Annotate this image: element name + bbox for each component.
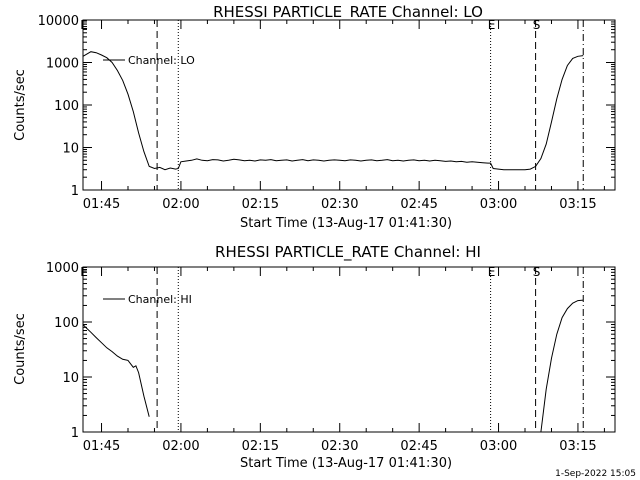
panel-lo-y-axis: 1 10 100 1000 10000	[38, 14, 615, 199]
panel-lo-legend-label: Channel: LO	[128, 54, 195, 67]
marker-label: E	[80, 18, 88, 32]
x-tick-label: 02:00	[162, 197, 199, 212]
panel-lo-series	[82, 51, 584, 171]
panel-lo-title: RHESSI PARTICLE_RATE Channel: LO	[213, 3, 483, 22]
panel-hi-ylabel: Counts/sec	[13, 313, 28, 385]
x-tick-label: 02:00	[162, 439, 199, 454]
panel-hi-y-axis: 1 10 100 1000	[46, 261, 615, 441]
x-tick-label: 02:15	[242, 439, 279, 454]
x-tick-label: 03:15	[559, 439, 596, 454]
marker-label: E	[488, 265, 496, 279]
marker-label: S	[533, 265, 541, 279]
panel-hi-legend-label: Channel: HI	[128, 293, 192, 306]
panel-hi-series	[82, 299, 584, 433]
x-tick-label: 03:15	[559, 197, 596, 212]
y-tick-label: 10000	[38, 14, 79, 29]
panel-lo-legend: Channel: LO	[103, 54, 195, 67]
x-tick-label: 03:00	[480, 197, 517, 212]
y-tick-label: 100	[54, 99, 79, 114]
panel-lo: RHESSI PARTICLE_RATE Channel: LO Counts/…	[13, 3, 616, 231]
x-tick-label: 02:15	[242, 197, 279, 212]
y-tick-label: 10	[62, 371, 79, 386]
panel-hi-x-axis: 01:45 02:00 02:15 02:30 02:45 03:00 03:15	[83, 267, 605, 454]
panel-lo-xlabel: Start Time (13-Aug-17 01:41:30)	[240, 216, 452, 231]
panel-hi-xlabel: Start Time (13-Aug-17 01:41:30)	[240, 456, 452, 471]
series-line	[82, 51, 584, 171]
marker-label: E	[488, 18, 496, 32]
x-tick-label: 02:45	[400, 439, 437, 454]
x-tick-label: 01:45	[83, 439, 120, 454]
panel-hi: RHESSI PARTICLE_RATE Channel: HI Counts/…	[13, 243, 616, 471]
x-tick-label: 01:45	[83, 197, 120, 212]
marker-label: E	[80, 265, 88, 279]
panel-lo-ylabel: Counts/sec	[13, 69, 28, 141]
x-tick-label: 02:30	[321, 197, 358, 212]
x-tick-label: 02:30	[321, 439, 358, 454]
y-tick-label: 1	[71, 184, 79, 199]
panel-hi-legend: Channel: HI	[103, 293, 192, 306]
y-tick-label: 10	[62, 142, 79, 157]
y-tick-label: 1000	[46, 57, 79, 72]
y-tick-label: 100	[54, 316, 79, 331]
series-line	[82, 324, 150, 417]
y-tick-label: 1000	[46, 261, 79, 276]
y-tick-label: 1	[71, 426, 79, 441]
footer-timestamp: 1-Sep-2022 15:05	[555, 469, 636, 479]
x-tick-label: 02:45	[400, 197, 437, 212]
panel-lo-x-axis: 01:45 02:00 02:15 02:30 02:45 03:00 03:15	[83, 20, 605, 212]
panel-hi-title: RHESSI PARTICLE_RATE Channel: HI	[215, 243, 481, 262]
series-line	[540, 299, 584, 433]
x-tick-label: 03:00	[480, 439, 517, 454]
panel-hi-plot-frame	[82, 266, 616, 433]
marker-label: S	[533, 18, 541, 32]
